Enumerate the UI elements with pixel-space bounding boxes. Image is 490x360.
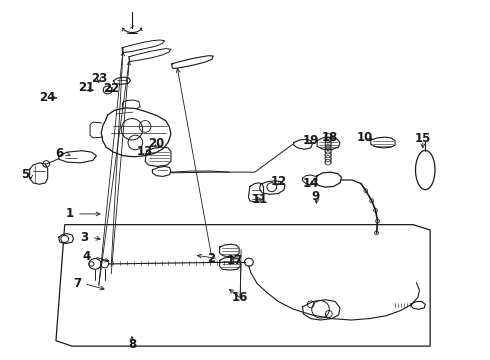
Ellipse shape xyxy=(267,183,277,192)
Text: 2: 2 xyxy=(207,252,215,265)
Text: 5: 5 xyxy=(21,168,29,181)
Text: 7: 7 xyxy=(73,277,81,290)
Text: 11: 11 xyxy=(251,193,268,206)
Text: 19: 19 xyxy=(303,134,319,147)
Text: 18: 18 xyxy=(322,131,339,144)
Text: 10: 10 xyxy=(356,131,372,144)
Ellipse shape xyxy=(245,258,253,266)
Ellipse shape xyxy=(61,235,69,243)
Text: 12: 12 xyxy=(271,175,287,188)
Ellipse shape xyxy=(103,86,112,94)
Text: 9: 9 xyxy=(312,190,320,203)
Text: 14: 14 xyxy=(303,177,319,190)
Text: 17: 17 xyxy=(227,254,244,267)
Text: 3: 3 xyxy=(80,231,88,244)
Text: 6: 6 xyxy=(56,147,64,160)
Text: 23: 23 xyxy=(91,72,107,85)
Ellipse shape xyxy=(416,150,435,190)
Ellipse shape xyxy=(43,161,49,167)
Text: 22: 22 xyxy=(103,82,119,95)
Ellipse shape xyxy=(89,262,94,266)
Text: 1: 1 xyxy=(66,207,74,220)
Polygon shape xyxy=(56,225,430,346)
Text: 24: 24 xyxy=(40,91,56,104)
Text: 15: 15 xyxy=(415,132,431,145)
Text: 16: 16 xyxy=(232,291,248,305)
Text: 13: 13 xyxy=(137,145,153,158)
Text: 21: 21 xyxy=(78,81,95,94)
Text: 8: 8 xyxy=(128,338,136,351)
Ellipse shape xyxy=(89,258,101,269)
Text: 4: 4 xyxy=(82,250,91,263)
Text: 20: 20 xyxy=(148,137,165,150)
